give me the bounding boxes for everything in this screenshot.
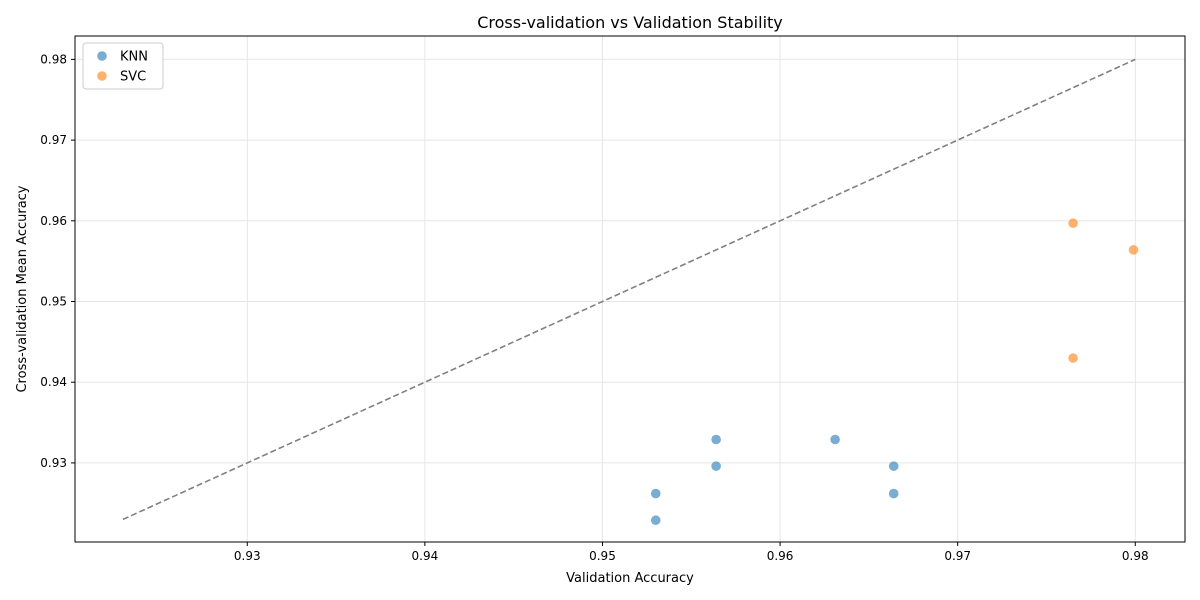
y-tick-label: 0.96 <box>40 214 67 228</box>
points-layer <box>650 218 1139 526</box>
y-tick-label: 0.98 <box>40 52 67 66</box>
data-point <box>830 434 840 445</box>
data-point <box>888 488 899 499</box>
data-point <box>1068 218 1078 229</box>
plot-frame <box>74 35 1186 543</box>
legend-label: KNN <box>120 50 148 65</box>
y-tick-label: 0.95 <box>40 295 67 309</box>
legend-marker <box>97 71 107 81</box>
y-tick-label: 0.94 <box>40 375 67 389</box>
legend-marker <box>97 51 107 61</box>
chart-title: Cross-validation vs Validation Stability <box>477 13 783 32</box>
reference-line-layer <box>122 58 1136 521</box>
x-axis-label: Validation Accuracy <box>566 571 694 586</box>
data-point <box>1068 353 1078 363</box>
data-point <box>711 434 721 445</box>
x-tick-label: 0.98 <box>1122 549 1149 563</box>
series-knn <box>650 434 899 526</box>
y-axis-label: Cross-validation Mean Accuracy <box>15 185 30 392</box>
x-ticks: 0.93 0.94 0.95 0.96 0.97 0.98 <box>234 542 1149 563</box>
x-tick-label: 0.95 <box>589 549 616 563</box>
data-point <box>650 515 661 526</box>
grid <box>75 36 1185 542</box>
series-svc <box>1068 218 1139 363</box>
x-tick-label: 0.96 <box>767 549 794 563</box>
y-ticks: 0.93 0.94 0.95 0.96 0.97 0.98 <box>40 52 75 470</box>
x-tick-label: 0.94 <box>412 549 439 563</box>
data-point <box>1128 245 1139 255</box>
y-tick-label: 0.97 <box>40 133 67 147</box>
legend-label: SVC <box>120 70 146 85</box>
data-point <box>711 461 721 471</box>
x-tick-label: 0.97 <box>944 549 971 563</box>
legend: KNN SVC <box>82 42 164 90</box>
x-tick-label: 0.93 <box>234 549 261 563</box>
legend-items: KNN SVC <box>97 50 148 85</box>
reference-line <box>122 58 1136 521</box>
data-point <box>888 461 899 471</box>
data-point <box>650 488 661 499</box>
y-tick-label: 0.93 <box>40 456 67 470</box>
